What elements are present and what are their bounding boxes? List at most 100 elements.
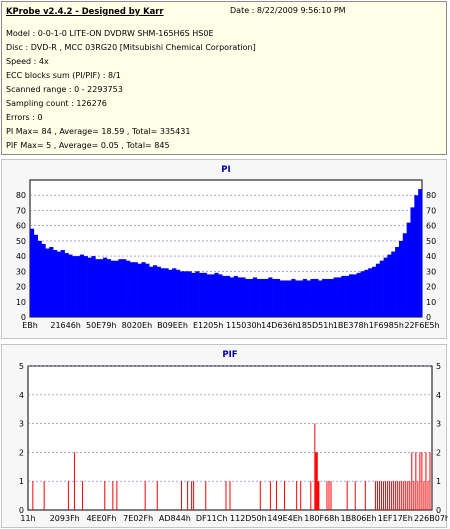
pi-bar <box>187 271 192 317</box>
pi-bar <box>145 263 150 317</box>
pi-bar <box>260 278 265 317</box>
app-title: KProbe v2.4.2 - Designed by Karr <box>6 6 164 16</box>
pi-bar <box>379 260 384 317</box>
x-tick-label: 180F68h <box>304 514 339 523</box>
pi-bar <box>106 259 112 317</box>
pi-bar <box>352 274 357 317</box>
pi-bar <box>383 257 388 317</box>
scan-date: Date : 8/22/2009 9:56:10 PM <box>230 6 346 15</box>
y-tick-label-right: 20 <box>426 283 436 292</box>
pi-bar <box>364 269 369 317</box>
pi-bar <box>222 275 227 317</box>
pi-bar <box>87 257 92 317</box>
pi-bar <box>295 280 300 317</box>
pi-bar <box>252 277 258 317</box>
pi-bar <box>191 272 196 317</box>
x-tick-label: 185D51h <box>297 321 334 330</box>
pi-bar <box>306 280 311 317</box>
pi-bar <box>287 280 292 317</box>
x-tick-label: 149E4Eh <box>267 514 303 523</box>
pi-bar <box>256 278 261 317</box>
y-tick-label-right: 3 <box>436 420 441 429</box>
pi-bar <box>72 256 77 317</box>
pi-bar <box>337 277 342 317</box>
info-sampling: Sampling count : 126276 <box>6 99 107 108</box>
pi-bar <box>226 275 231 317</box>
pi-bar <box>60 250 65 317</box>
pi-bar <box>387 254 392 317</box>
y-tick-label-right: 0 <box>436 506 441 515</box>
pi-bar <box>199 272 204 317</box>
y-tick-label-left: 3 <box>19 420 24 429</box>
pi-bar <box>179 271 185 317</box>
y-tick-label-left: 70 <box>16 206 26 215</box>
y-tick-label-left: 0 <box>21 313 26 322</box>
pi-bar <box>268 277 273 317</box>
info-errors: Errors : 0 <box>6 113 43 122</box>
pi-bar <box>345 275 350 317</box>
info-pi-summary: PI Max= 84 , Average= 18.59 , Total= 335… <box>6 127 191 136</box>
x-tick-label: E1205h <box>193 321 223 330</box>
pi-bar <box>329 278 334 317</box>
pi-bar <box>314 278 319 317</box>
pi-bar <box>272 278 277 317</box>
pi-bar <box>137 263 142 317</box>
pi-bar <box>141 262 146 317</box>
info-panel: KProbe v2.4.2 - Designed by Karr Date : … <box>1 1 447 155</box>
y-tick-label-left: 30 <box>16 267 26 276</box>
x-tick-label: 1F6985h <box>369 321 404 330</box>
pi-bar <box>202 272 208 317</box>
pi-bar <box>333 277 338 317</box>
y-tick-label-left: 40 <box>16 252 26 261</box>
pi-bar <box>133 262 138 317</box>
y-tick-label-right: 80 <box>426 191 436 200</box>
pi-bar <box>103 257 108 317</box>
x-tick-label: 50E79h <box>86 321 116 330</box>
pi-bar <box>195 271 200 317</box>
pi-bar <box>237 277 242 317</box>
pi-bar <box>245 278 250 317</box>
pi-bar <box>91 256 96 317</box>
pi-bar <box>156 266 161 317</box>
y-tick-label-left: 0 <box>19 506 24 515</box>
pi-bar <box>214 272 219 317</box>
x-tick-label: AD844h <box>159 514 191 523</box>
y-tick-label-left: 4 <box>19 391 24 400</box>
x-tick-label: 14D636h <box>261 321 298 330</box>
pi-bar <box>164 268 169 317</box>
pi-bar <box>210 274 215 317</box>
y-tick-label-left: 50 <box>16 237 26 246</box>
pi-bar <box>348 274 354 317</box>
y-tick-label-right: 30 <box>426 267 436 276</box>
y-tick-label-left: 20 <box>16 283 26 292</box>
pi-bar <box>395 246 400 317</box>
info-speed: Speed : 4x <box>6 57 49 66</box>
info-ecc: ECC blocks sum (PI/PIF) : 8/1 <box>6 71 121 80</box>
x-tick-label: 1B806Eh <box>341 514 377 523</box>
y-tick-label-right: 4 <box>436 391 441 400</box>
pi-bar <box>372 266 377 317</box>
pi-bar <box>356 272 361 317</box>
x-tick-label: 115030h <box>226 321 262 330</box>
pi-bar <box>41 243 46 317</box>
y-tick-label-right: 40 <box>426 252 436 261</box>
y-tick-label-right: 0 <box>426 313 431 322</box>
pi-bar <box>183 271 188 317</box>
x-tick-label: 21646h <box>50 321 81 330</box>
pi-bar <box>168 269 173 317</box>
y-tick-label-left: 10 <box>16 298 26 307</box>
y-tick-label-right: 1 <box>436 477 441 486</box>
x-tick-label: 1EF17Eh <box>378 514 413 523</box>
x-tick-label: 11h <box>20 514 35 523</box>
pif-chart-panel: PIF 0 0 1 1 2 2 3 3 4 4 5 5 11h 2093Fh 4EE0Fh 7E02Fh AD84… <box>1 344 448 528</box>
x-tick-label: 1BE378h <box>333 321 369 330</box>
pi-bar <box>368 268 373 317</box>
pi-bar <box>302 278 308 317</box>
pi-bar <box>33 234 38 317</box>
pi-bar <box>233 275 238 317</box>
pi-bar <box>122 259 127 317</box>
y-tick-label-left: 80 <box>16 191 26 200</box>
pi-bar <box>30 228 35 317</box>
pi-bar <box>110 260 115 317</box>
pi-bar <box>56 251 62 317</box>
